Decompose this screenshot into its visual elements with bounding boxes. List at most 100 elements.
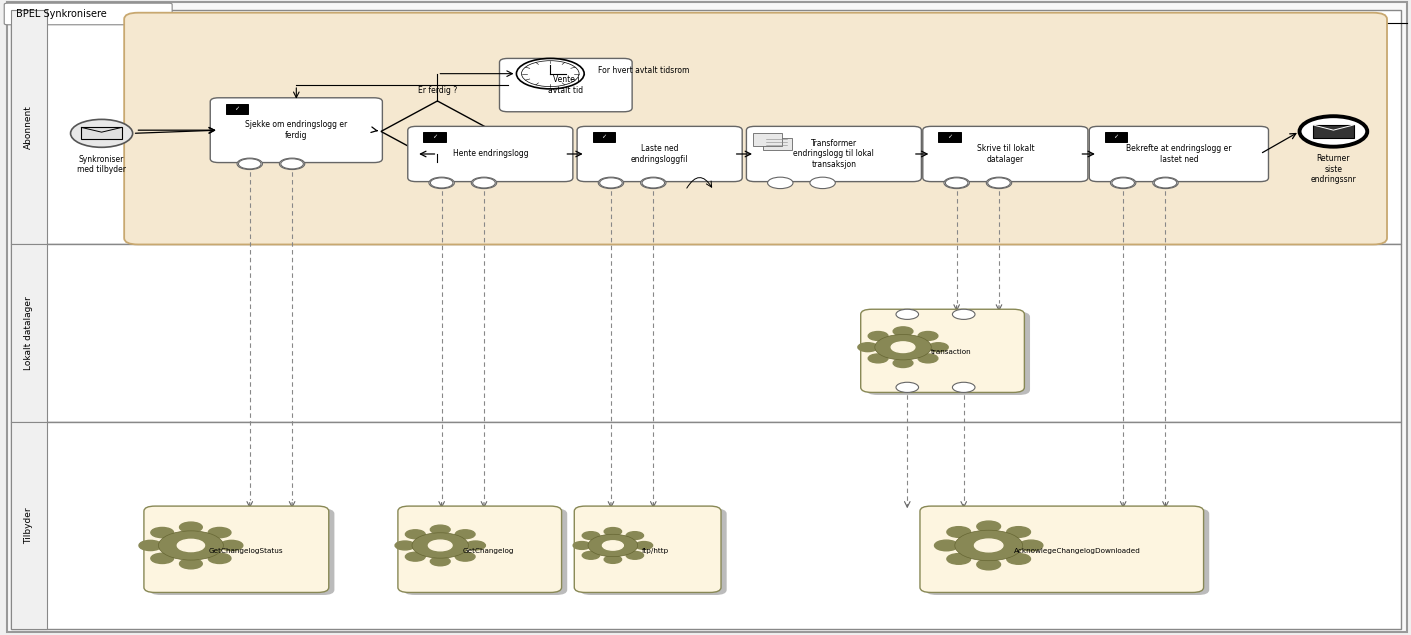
Circle shape xyxy=(868,331,888,340)
FancyBboxPatch shape xyxy=(593,132,615,142)
Circle shape xyxy=(395,541,415,550)
Circle shape xyxy=(604,556,622,563)
FancyBboxPatch shape xyxy=(11,422,1401,629)
Circle shape xyxy=(1019,540,1043,551)
FancyBboxPatch shape xyxy=(577,126,742,182)
Text: GetChangelogStatus: GetChangelogStatus xyxy=(209,548,284,554)
FancyBboxPatch shape xyxy=(226,104,248,114)
Circle shape xyxy=(858,343,878,352)
Circle shape xyxy=(466,541,485,550)
Text: Hente endringslogg: Hente endringslogg xyxy=(453,149,528,159)
Circle shape xyxy=(642,178,665,188)
Text: transaction: transaction xyxy=(931,349,971,356)
FancyBboxPatch shape xyxy=(150,509,334,595)
Circle shape xyxy=(429,177,454,189)
Circle shape xyxy=(919,354,938,363)
Polygon shape xyxy=(381,101,494,162)
Circle shape xyxy=(281,159,303,169)
FancyBboxPatch shape xyxy=(124,13,1387,244)
Circle shape xyxy=(583,551,600,559)
Circle shape xyxy=(430,178,453,188)
Text: AcknowlegeChangelogDownloaded: AcknowlegeChangelogDownloaded xyxy=(1015,548,1141,554)
Circle shape xyxy=(405,530,425,538)
FancyBboxPatch shape xyxy=(11,10,47,244)
Text: For hvert avtalt tidsrom: For hvert avtalt tidsrom xyxy=(598,66,690,75)
Circle shape xyxy=(976,521,1000,531)
FancyBboxPatch shape xyxy=(404,509,567,595)
Circle shape xyxy=(151,553,174,563)
FancyBboxPatch shape xyxy=(861,309,1024,392)
FancyBboxPatch shape xyxy=(499,58,632,112)
FancyBboxPatch shape xyxy=(866,312,1030,395)
Circle shape xyxy=(955,530,1023,561)
Text: ✓: ✓ xyxy=(947,135,952,140)
Circle shape xyxy=(598,177,624,189)
Circle shape xyxy=(179,559,202,569)
Circle shape xyxy=(573,542,591,549)
Circle shape xyxy=(237,158,262,170)
Text: Bekrefte at endringslogg er
lastet ned: Bekrefte at endringslogg er lastet ned xyxy=(1126,144,1232,164)
Circle shape xyxy=(158,531,223,560)
FancyBboxPatch shape xyxy=(574,506,721,592)
FancyBboxPatch shape xyxy=(11,10,1401,244)
Text: Abonnent: Abonnent xyxy=(24,105,32,149)
Text: Tilbyder: Tilbyder xyxy=(24,507,32,544)
Circle shape xyxy=(952,382,975,392)
FancyBboxPatch shape xyxy=(11,422,47,629)
Circle shape xyxy=(1007,526,1030,537)
Text: BPEL Synkronisere: BPEL Synkronisere xyxy=(16,9,106,19)
FancyBboxPatch shape xyxy=(926,509,1209,595)
FancyBboxPatch shape xyxy=(4,3,172,25)
Circle shape xyxy=(947,554,971,565)
Circle shape xyxy=(471,177,497,189)
Circle shape xyxy=(178,539,205,552)
Circle shape xyxy=(456,530,476,538)
Text: Synkroniser
med tilbyder: Synkroniser med tilbyder xyxy=(78,155,126,175)
Circle shape xyxy=(896,382,919,392)
Circle shape xyxy=(641,177,666,189)
Circle shape xyxy=(976,559,1000,570)
Circle shape xyxy=(768,177,793,189)
Circle shape xyxy=(71,119,133,147)
Circle shape xyxy=(238,159,261,169)
Circle shape xyxy=(893,359,913,368)
FancyBboxPatch shape xyxy=(82,128,121,139)
Circle shape xyxy=(602,541,624,550)
FancyBboxPatch shape xyxy=(1089,126,1268,182)
Text: ✓: ✓ xyxy=(1113,135,1119,140)
Circle shape xyxy=(975,539,1003,552)
Circle shape xyxy=(810,177,835,189)
Text: GetChangelog: GetChangelog xyxy=(463,548,514,554)
Circle shape xyxy=(893,327,913,336)
Text: Returner
siste
endringssnr: Returner siste endringssnr xyxy=(1311,154,1356,184)
Circle shape xyxy=(430,557,450,566)
Circle shape xyxy=(151,528,174,538)
Circle shape xyxy=(583,531,600,540)
Circle shape xyxy=(928,343,948,352)
Circle shape xyxy=(1154,178,1177,188)
Circle shape xyxy=(1153,177,1178,189)
Text: ✓: ✓ xyxy=(234,106,240,111)
Text: Lokalt datalager: Lokalt datalager xyxy=(24,297,32,370)
Circle shape xyxy=(456,552,476,561)
Circle shape xyxy=(138,540,162,551)
FancyBboxPatch shape xyxy=(1105,132,1127,142)
Circle shape xyxy=(179,522,202,532)
FancyBboxPatch shape xyxy=(408,126,573,182)
Circle shape xyxy=(412,533,468,558)
Circle shape xyxy=(473,178,495,188)
Circle shape xyxy=(952,309,975,319)
Text: Laste ned
endringsloggfil: Laste ned endringsloggfil xyxy=(631,144,689,164)
Text: Er ferdig ?: Er ferdig ? xyxy=(418,86,457,95)
Circle shape xyxy=(892,342,914,352)
FancyBboxPatch shape xyxy=(423,132,446,142)
FancyBboxPatch shape xyxy=(210,98,382,163)
Circle shape xyxy=(1110,177,1136,189)
Circle shape xyxy=(944,177,969,189)
Text: ✓: ✓ xyxy=(432,135,437,140)
Text: Sjekke om endringslogg er
ferdig: Sjekke om endringslogg er ferdig xyxy=(246,121,347,140)
Circle shape xyxy=(945,178,968,188)
FancyBboxPatch shape xyxy=(920,506,1204,592)
Circle shape xyxy=(209,553,231,563)
Circle shape xyxy=(1112,178,1134,188)
